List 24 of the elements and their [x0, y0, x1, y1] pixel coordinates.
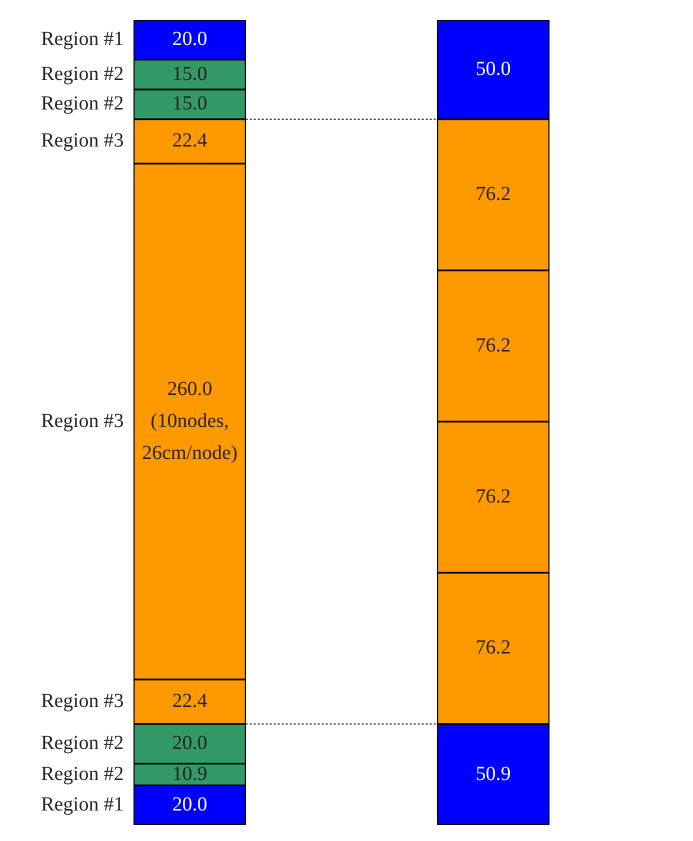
- series-label: Region #2: [40, 762, 124, 785]
- series-label: Region #1: [40, 793, 124, 816]
- series-label: Region #2: [40, 92, 124, 115]
- data-label: 10.9: [172, 762, 208, 785]
- data-label: 50.0: [476, 58, 511, 80]
- data-label: 15.0: [172, 92, 208, 115]
- series-label: Region #2: [40, 62, 124, 85]
- data-label: 76.2: [476, 636, 511, 659]
- data-label: 50.9: [476, 762, 511, 785]
- series-label: Region #3: [40, 410, 124, 432]
- data-label: 22.4: [172, 690, 208, 712]
- data-label: 20.0: [172, 732, 208, 754]
- data-label: 20.0: [172, 793, 208, 816]
- data-label: 76.2: [476, 485, 511, 508]
- data-label: 76.2: [476, 183, 511, 206]
- data-label: 260.0 (10nodes, 26cm/node): [142, 378, 238, 464]
- data-label: 20.0: [172, 28, 208, 50]
- series-label: Region #3: [40, 130, 124, 152]
- series-label: Region #3: [40, 690, 124, 712]
- series-label: Region #1: [40, 28, 124, 50]
- series-label: Region #2: [40, 732, 124, 754]
- data-label: 15.0: [172, 62, 208, 85]
- data-label: 76.2: [476, 334, 511, 356]
- data-label: 22.4: [172, 130, 208, 152]
